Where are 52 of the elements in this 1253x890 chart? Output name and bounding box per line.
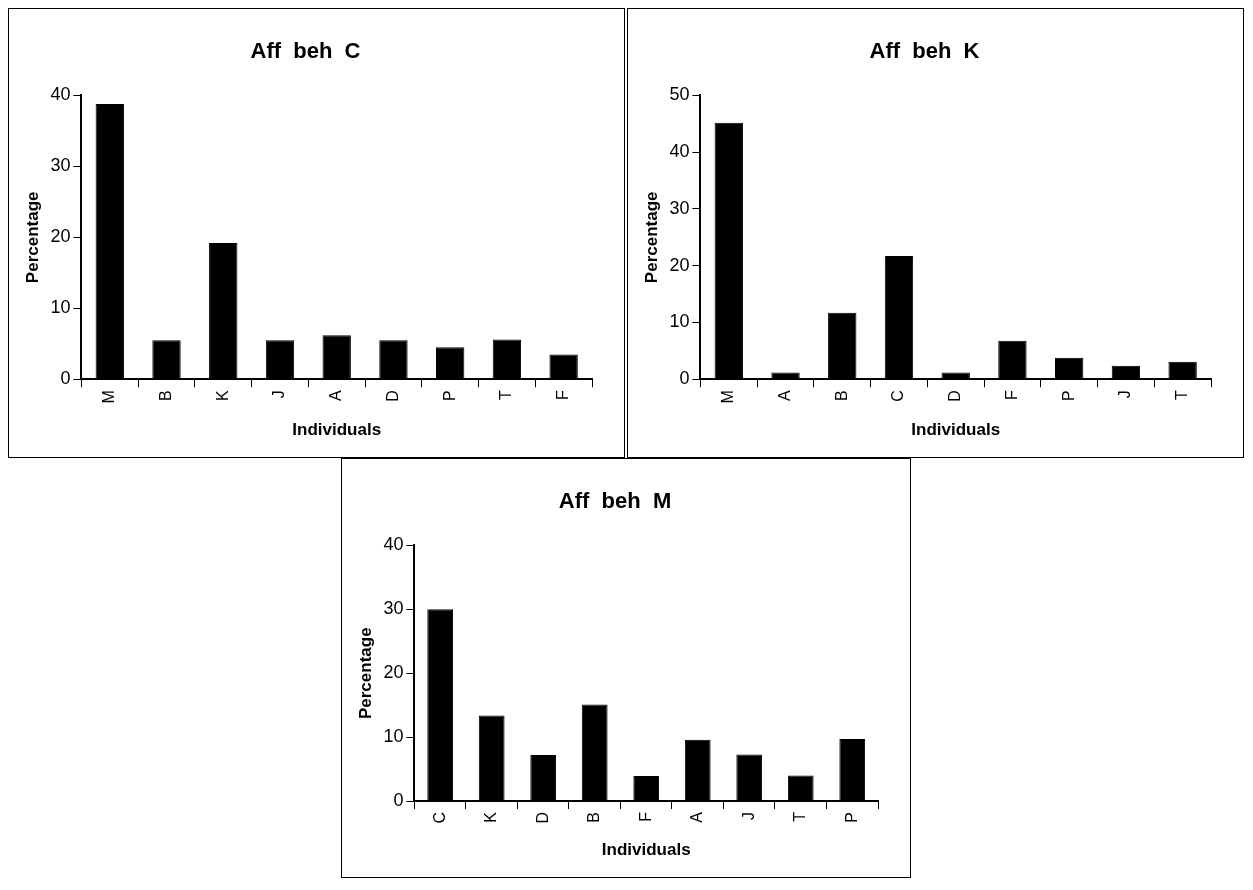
y-axis-title: Percentage [641,191,661,284]
chart-title: Aff beh K [869,38,980,64]
x-tick-label: B [832,390,850,401]
x-tick-label: M [719,390,737,404]
y-tick-label: 40 [383,534,404,555]
x-tick-label: D [383,390,401,402]
y-tick-label: 30 [50,155,71,176]
x-tick-label: K [213,389,231,401]
x-tick-label: T [1173,390,1191,401]
x-tick-label: A [775,389,793,401]
x-tick-label: K [482,811,500,823]
x-tick-label: F [636,811,654,822]
y-tick-label: 40 [669,141,690,162]
y-tick-label: 20 [383,662,404,683]
y-tick-label: 0 [393,790,404,811]
x-tick-label: J [739,812,757,821]
x-tick-label: F [554,390,572,401]
x-tick-label: T [497,390,515,401]
y-tick-label: 40 [50,84,71,105]
x-tick-label: A [688,811,706,823]
chart-title: Aff beh M [558,488,672,514]
y-tick-label: 10 [669,311,690,332]
x-tick-label: P [440,390,458,401]
y-axis-title: Percentage [22,191,42,284]
y-tick-label: 10 [383,726,404,747]
x-tick-label: A [327,389,345,401]
y-tick-label: 10 [50,297,71,318]
y-tick-label: 50 [669,84,690,105]
y-tick-label: 0 [60,368,71,389]
x-tick-label: F [1002,390,1020,401]
y-tick-label: 30 [383,598,404,619]
y-axis-title: Percentage [355,627,375,720]
x-tick-label: C [889,390,907,402]
x-tick-label: M [100,390,118,404]
x-tick-label: J [1116,390,1134,399]
x-tick-label: B [156,390,174,401]
y-tick-label: 20 [50,226,71,247]
x-axis-title: Individuals [601,840,691,860]
x-axis-title: Individuals [911,420,1001,440]
y-tick-label: 20 [669,254,690,275]
x-tick-label: J [270,390,288,399]
x-tick-label: P [842,812,860,823]
x-tick-label: C [430,812,448,824]
x-tick-label: B [585,812,603,823]
x-tick-label: T [791,811,809,822]
x-tick-label: D [533,812,551,824]
chart-title: Aff beh C [250,38,361,64]
x-tick-label: D [946,390,964,402]
y-tick-label: 0 [679,368,690,389]
x-axis-title: Individuals [292,420,382,440]
x-tick-label: P [1059,390,1077,401]
y-tick-label: 30 [669,197,690,218]
